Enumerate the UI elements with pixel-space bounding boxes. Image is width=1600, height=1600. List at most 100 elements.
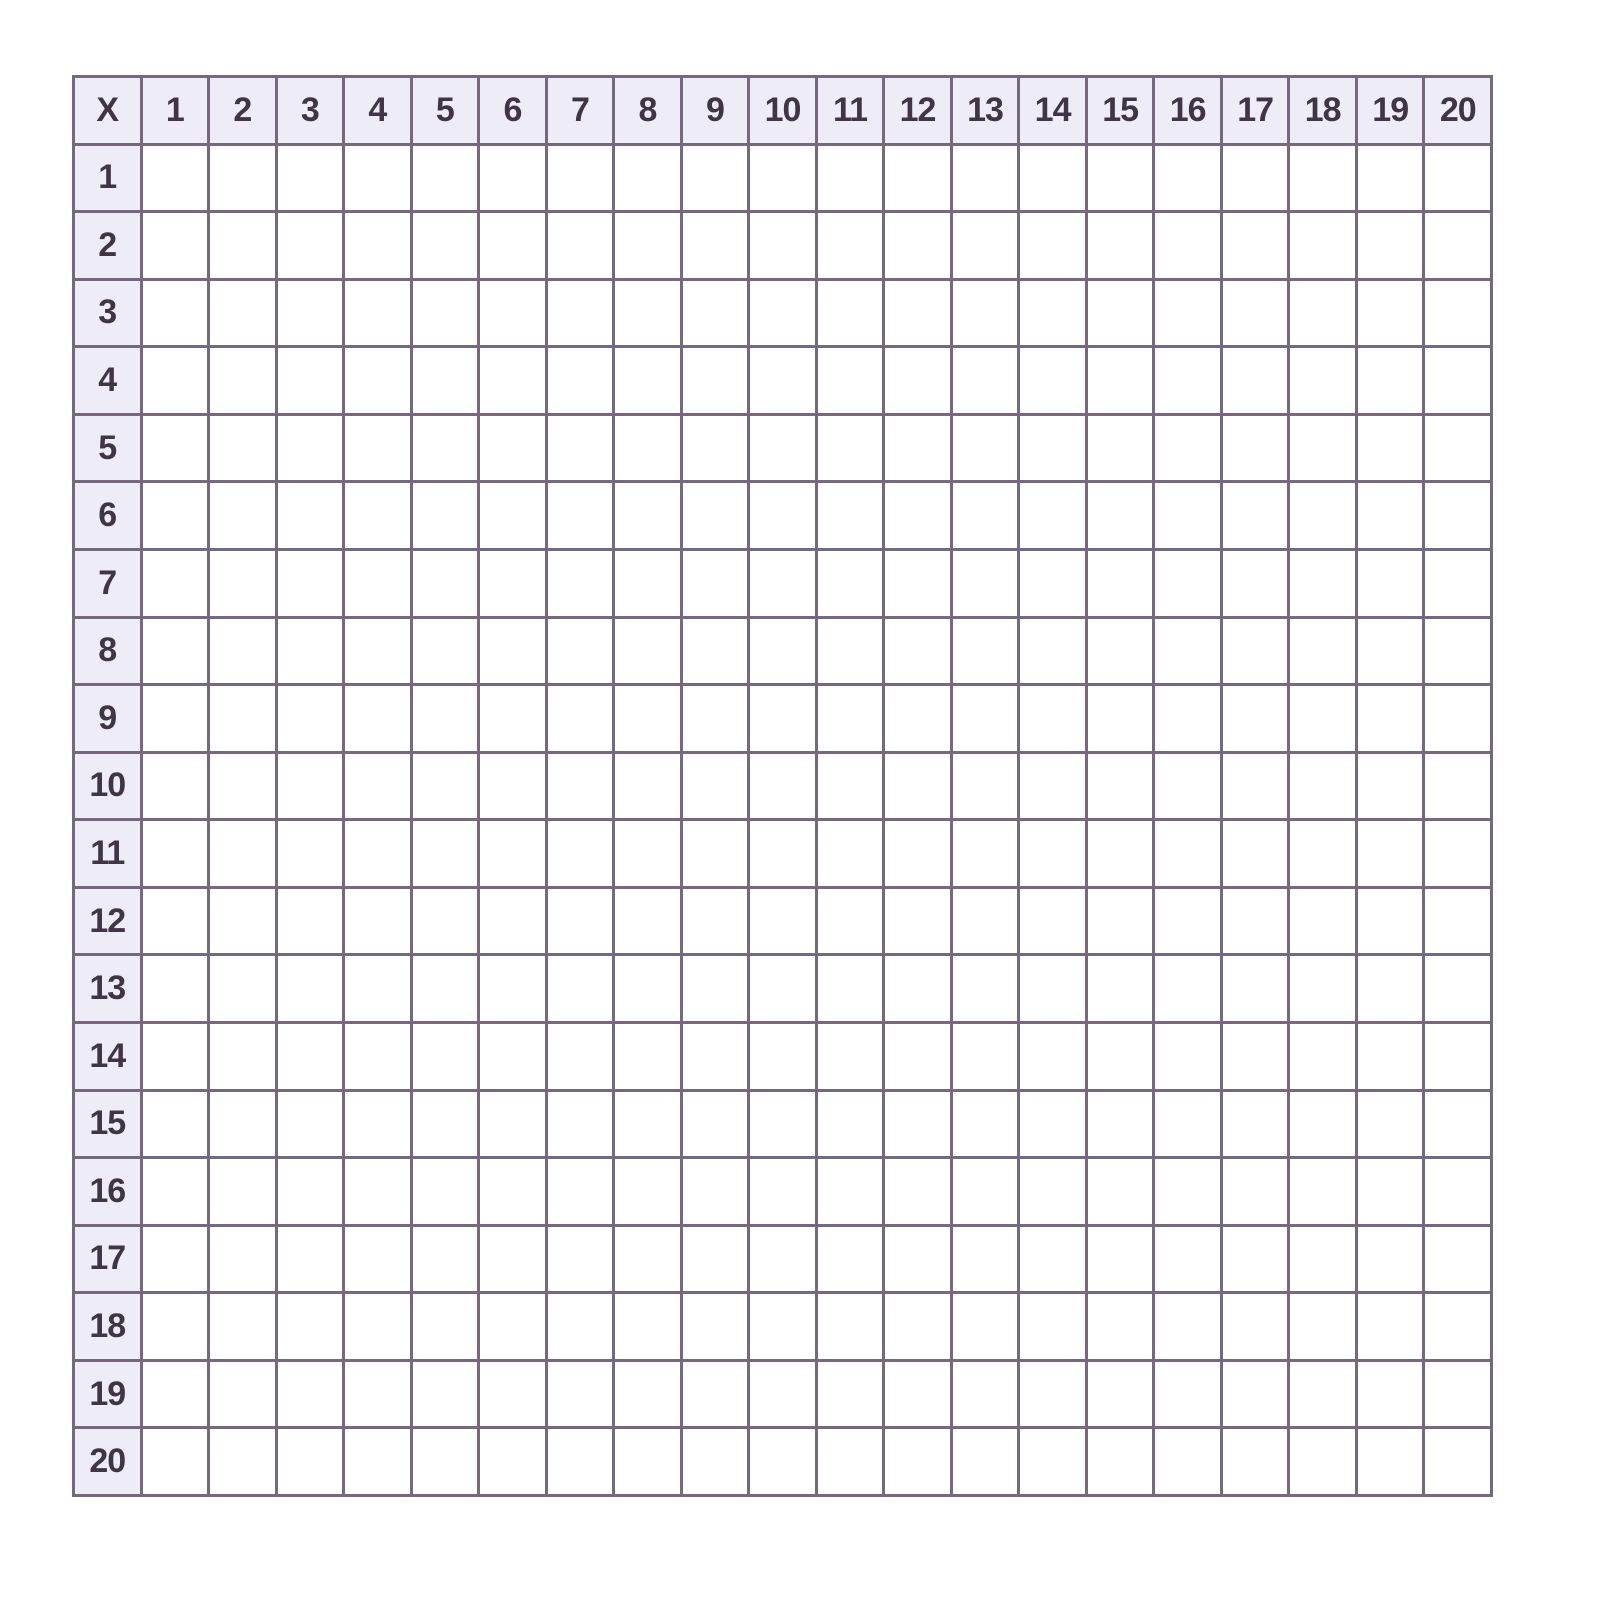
answer-cell[interactable] <box>412 821 478 886</box>
answer-cell[interactable] <box>277 280 343 346</box>
answer-cell[interactable] <box>750 753 815 819</box>
answer-cell[interactable] <box>210 483 275 548</box>
answer-cell[interactable] <box>1290 618 1355 684</box>
answer-cell[interactable] <box>345 415 410 481</box>
answer-cell[interactable] <box>750 415 815 481</box>
answer-cell[interactable] <box>1087 753 1153 819</box>
answer-cell[interactable] <box>1155 483 1220 548</box>
answer-cell[interactable] <box>1357 213 1423 278</box>
answer-cell[interactable] <box>952 1226 1018 1292</box>
answer-cell[interactable] <box>547 1226 613 1292</box>
answer-cell[interactable] <box>1087 280 1153 346</box>
answer-cell[interactable] <box>1290 956 1355 1021</box>
answer-cell[interactable] <box>480 1294 545 1359</box>
answer-cell[interactable] <box>210 888 275 954</box>
answer-cell[interactable] <box>277 550 343 616</box>
answer-cell[interactable] <box>1357 1294 1423 1359</box>
answer-cell[interactable] <box>277 686 343 751</box>
answer-cell[interactable] <box>1222 483 1288 548</box>
answer-cell[interactable] <box>682 1091 748 1157</box>
answer-cell[interactable] <box>1087 956 1153 1021</box>
answer-cell[interactable] <box>1290 1294 1355 1359</box>
answer-cell[interactable] <box>1155 1159 1220 1224</box>
answer-cell[interactable] <box>1425 213 1490 278</box>
answer-cell[interactable] <box>1155 213 1220 278</box>
answer-cell[interactable] <box>750 483 815 548</box>
answer-cell[interactable] <box>750 956 815 1021</box>
answer-cell[interactable] <box>615 145 680 211</box>
answer-cell[interactable] <box>1155 618 1220 684</box>
answer-cell[interactable] <box>817 483 883 548</box>
answer-cell[interactable] <box>1087 415 1153 481</box>
answer-cell[interactable] <box>345 348 410 413</box>
answer-cell[interactable] <box>885 1429 950 1494</box>
answer-cell[interactable] <box>817 1091 883 1157</box>
answer-cell[interactable] <box>345 550 410 616</box>
answer-cell[interactable] <box>277 1226 343 1292</box>
answer-cell[interactable] <box>885 1361 950 1427</box>
answer-cell[interactable] <box>1087 1091 1153 1157</box>
answer-cell[interactable] <box>817 1361 883 1427</box>
answer-cell[interactable] <box>547 550 613 616</box>
answer-cell[interactable] <box>142 1091 208 1157</box>
answer-cell[interactable] <box>277 888 343 954</box>
answer-cell[interactable] <box>1020 1159 1085 1224</box>
answer-cell[interactable] <box>952 1294 1018 1359</box>
answer-cell[interactable] <box>210 415 275 481</box>
answer-cell[interactable] <box>817 888 883 954</box>
answer-cell[interactable] <box>1155 1429 1220 1494</box>
answer-cell[interactable] <box>1020 686 1085 751</box>
answer-cell[interactable] <box>1020 1361 1085 1427</box>
answer-cell[interactable] <box>1357 1361 1423 1427</box>
answer-cell[interactable] <box>1425 1159 1490 1224</box>
answer-cell[interactable] <box>480 956 545 1021</box>
answer-cell[interactable] <box>1357 1023 1423 1089</box>
answer-cell[interactable] <box>885 550 950 616</box>
answer-cell[interactable] <box>142 415 208 481</box>
answer-cell[interactable] <box>682 753 748 819</box>
answer-cell[interactable] <box>1020 753 1085 819</box>
answer-cell[interactable] <box>1357 483 1423 548</box>
answer-cell[interactable] <box>817 686 883 751</box>
answer-cell[interactable] <box>1087 618 1153 684</box>
answer-cell[interactable] <box>1357 415 1423 481</box>
answer-cell[interactable] <box>1222 1159 1288 1224</box>
answer-cell[interactable] <box>885 753 950 819</box>
answer-cell[interactable] <box>615 956 680 1021</box>
answer-cell[interactable] <box>277 1361 343 1427</box>
answer-cell[interactable] <box>817 1023 883 1089</box>
answer-cell[interactable] <box>1155 1091 1220 1157</box>
answer-cell[interactable] <box>210 1429 275 1494</box>
answer-cell[interactable] <box>1222 753 1288 819</box>
answer-cell[interactable] <box>210 956 275 1021</box>
answer-cell[interactable] <box>547 348 613 413</box>
answer-cell[interactable] <box>1020 483 1085 548</box>
answer-cell[interactable] <box>952 1429 1018 1494</box>
answer-cell[interactable] <box>547 956 613 1021</box>
answer-cell[interactable] <box>1155 888 1220 954</box>
answer-cell[interactable] <box>277 753 343 819</box>
answer-cell[interactable] <box>142 753 208 819</box>
answer-cell[interactable] <box>277 618 343 684</box>
answer-cell[interactable] <box>1357 1159 1423 1224</box>
answer-cell[interactable] <box>142 348 208 413</box>
answer-cell[interactable] <box>142 1226 208 1292</box>
answer-cell[interactable] <box>750 550 815 616</box>
answer-cell[interactable] <box>885 415 950 481</box>
answer-cell[interactable] <box>952 1361 1018 1427</box>
answer-cell[interactable] <box>1222 348 1288 413</box>
answer-cell[interactable] <box>952 145 1018 211</box>
answer-cell[interactable] <box>885 1294 950 1359</box>
answer-cell[interactable] <box>1357 1091 1423 1157</box>
answer-cell[interactable] <box>210 686 275 751</box>
answer-cell[interactable] <box>1290 348 1355 413</box>
answer-cell[interactable] <box>1290 686 1355 751</box>
answer-cell[interactable] <box>1155 1226 1220 1292</box>
answer-cell[interactable] <box>412 213 478 278</box>
answer-cell[interactable] <box>277 348 343 413</box>
answer-cell[interactable] <box>142 280 208 346</box>
answer-cell[interactable] <box>952 415 1018 481</box>
answer-cell[interactable] <box>142 956 208 1021</box>
answer-cell[interactable] <box>345 280 410 346</box>
answer-cell[interactable] <box>412 618 478 684</box>
